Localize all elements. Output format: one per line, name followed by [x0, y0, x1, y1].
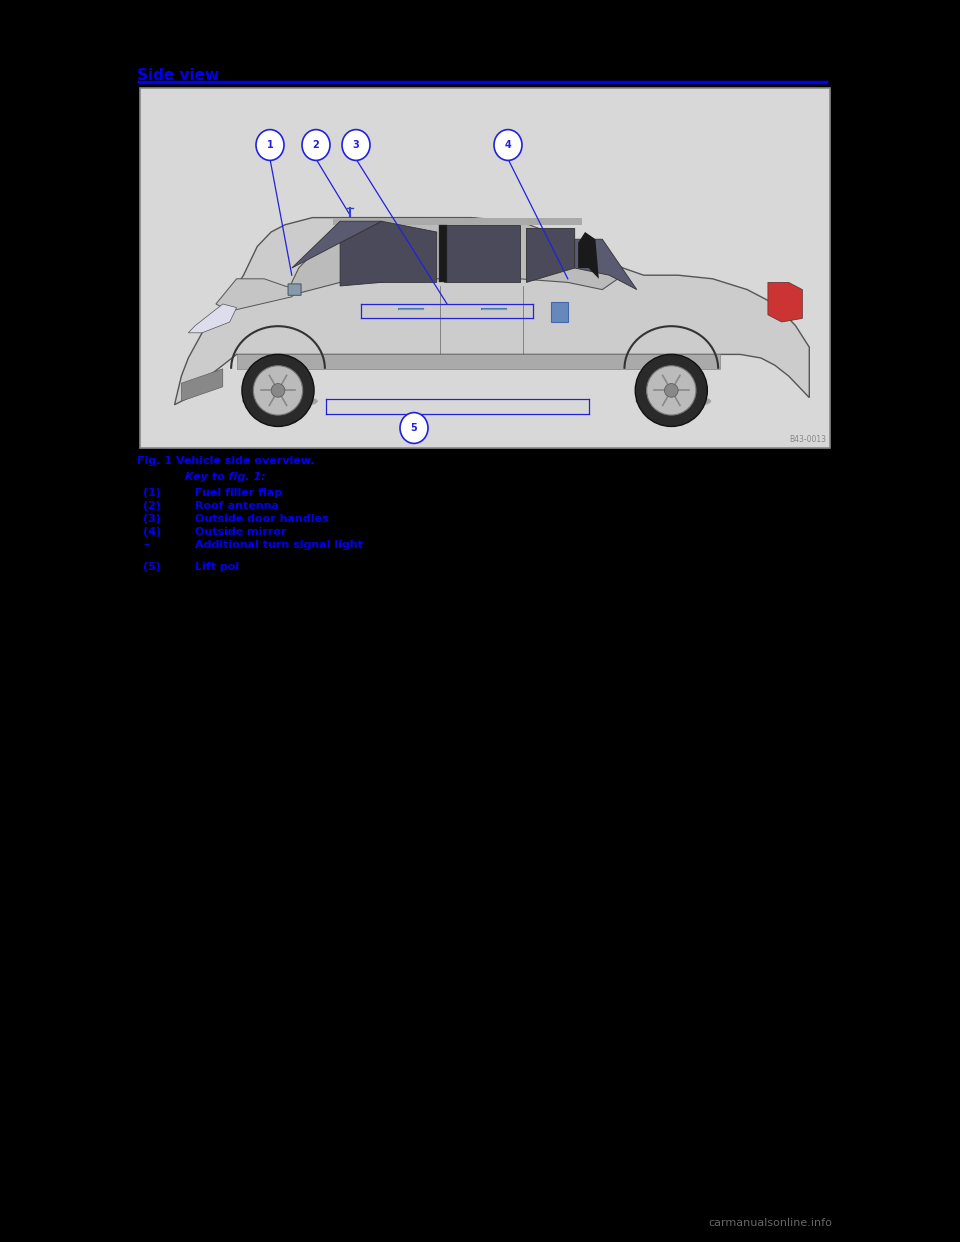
Polygon shape — [292, 221, 381, 268]
Text: (3): (3) — [143, 514, 161, 524]
Circle shape — [647, 365, 696, 415]
Circle shape — [253, 365, 302, 415]
Text: –: – — [143, 540, 149, 550]
Polygon shape — [768, 282, 803, 322]
Text: (2): (2) — [143, 501, 161, 510]
Text: (4): (4) — [143, 527, 161, 537]
FancyBboxPatch shape — [288, 284, 301, 296]
Text: 5: 5 — [411, 424, 418, 433]
Text: (1): (1) — [143, 488, 161, 498]
Circle shape — [636, 354, 708, 426]
Ellipse shape — [636, 394, 711, 409]
Text: Fuel filler flap: Fuel filler flap — [195, 488, 282, 498]
Text: (5): (5) — [143, 561, 161, 573]
Polygon shape — [526, 229, 575, 282]
Bar — [550, 302, 567, 322]
Polygon shape — [440, 225, 447, 282]
Text: Key to fig. 1:: Key to fig. 1: — [185, 472, 266, 482]
Circle shape — [664, 384, 678, 397]
Text: Outside door handles: Outside door handles — [195, 514, 328, 524]
Polygon shape — [175, 217, 809, 405]
Ellipse shape — [494, 129, 522, 160]
Text: B43-0013: B43-0013 — [789, 435, 826, 443]
Ellipse shape — [256, 129, 284, 160]
Polygon shape — [575, 240, 636, 289]
Polygon shape — [188, 304, 236, 333]
Polygon shape — [333, 217, 582, 225]
Circle shape — [242, 354, 314, 426]
Text: carmanualsonline.info: carmanualsonline.info — [708, 1218, 832, 1228]
Text: 1: 1 — [267, 140, 274, 150]
Text: Additional turn signal light: Additional turn signal light — [195, 540, 363, 550]
Polygon shape — [578, 232, 599, 278]
Polygon shape — [181, 369, 223, 401]
Ellipse shape — [302, 129, 330, 160]
Polygon shape — [216, 278, 299, 312]
Text: Fig. 1 Vehicle side overview.: Fig. 1 Vehicle side overview. — [137, 456, 315, 466]
Bar — [140, 88, 830, 448]
Text: 4: 4 — [505, 140, 512, 150]
Ellipse shape — [400, 412, 428, 443]
Polygon shape — [340, 221, 437, 286]
Polygon shape — [285, 217, 623, 297]
Ellipse shape — [342, 129, 370, 160]
Text: Roof antenna: Roof antenna — [195, 501, 279, 510]
Polygon shape — [236, 354, 720, 369]
Text: Side view: Side view — [137, 68, 219, 83]
Ellipse shape — [242, 394, 318, 409]
Polygon shape — [444, 225, 519, 282]
Text: Lift poi: Lift poi — [195, 561, 239, 573]
Text: 2: 2 — [313, 140, 320, 150]
Text: Outside mirror: Outside mirror — [195, 527, 286, 537]
Text: 3: 3 — [352, 140, 359, 150]
Circle shape — [271, 384, 285, 397]
